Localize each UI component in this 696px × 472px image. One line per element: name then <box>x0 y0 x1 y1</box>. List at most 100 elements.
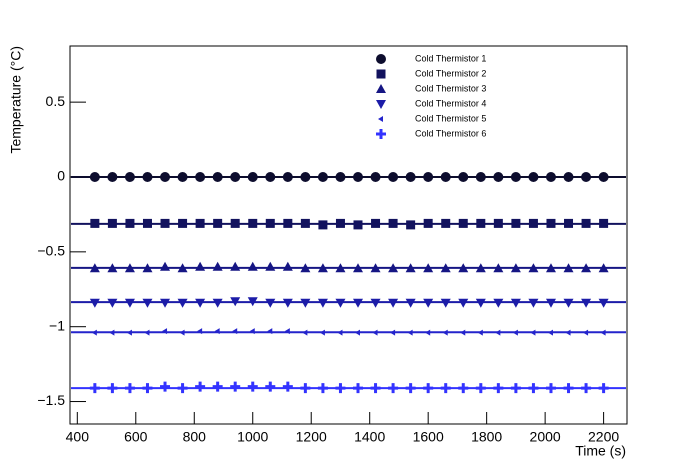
point <box>423 263 434 273</box>
point <box>370 383 381 394</box>
point <box>388 383 399 394</box>
point <box>125 218 135 228</box>
point <box>335 383 346 394</box>
point <box>563 171 574 182</box>
x-tick-label: 2000 <box>530 429 561 445</box>
legend-label: Cold Thermistor 1 <box>415 53 486 63</box>
plot-frame <box>69 45 628 425</box>
x-tick-label: 2200 <box>588 429 619 445</box>
point <box>423 218 433 228</box>
point <box>493 263 504 273</box>
point <box>249 328 255 335</box>
point <box>528 298 539 308</box>
point <box>371 218 381 228</box>
point <box>247 171 258 182</box>
point <box>353 383 364 394</box>
point <box>353 298 364 308</box>
point <box>493 298 504 308</box>
point <box>197 328 203 335</box>
point <box>564 218 574 228</box>
y-tick-label: −1.5 <box>37 392 65 408</box>
point <box>142 263 153 273</box>
y-axis-label: Temperature (°C) <box>8 46 24 154</box>
point <box>405 171 416 182</box>
point <box>460 329 466 336</box>
point <box>247 297 258 307</box>
point <box>212 298 223 308</box>
point <box>232 328 238 335</box>
point <box>124 383 135 394</box>
x-tick-label: 400 <box>66 429 90 445</box>
point <box>335 171 346 182</box>
point <box>177 263 188 273</box>
point <box>107 218 117 228</box>
point <box>546 218 556 228</box>
point <box>442 329 448 336</box>
point <box>388 218 398 228</box>
point <box>300 218 310 228</box>
point <box>267 328 273 335</box>
point <box>581 171 592 182</box>
x-tick-label: 1000 <box>237 429 268 445</box>
point <box>475 171 486 182</box>
point <box>230 218 240 228</box>
x-tick-label: 1800 <box>471 429 502 445</box>
point <box>318 220 328 230</box>
point <box>337 329 343 336</box>
point <box>353 171 364 182</box>
point <box>510 298 521 308</box>
point <box>475 263 486 273</box>
point <box>248 218 258 228</box>
x-tick-label: 600 <box>124 429 148 445</box>
point <box>528 263 539 273</box>
legend-label: Cold Thermistor 3 <box>415 83 486 93</box>
point <box>423 298 434 308</box>
point <box>388 298 399 308</box>
legend-label: Cold Thermistor 6 <box>415 128 486 138</box>
point <box>195 261 206 271</box>
point <box>581 383 592 394</box>
point <box>230 381 241 392</box>
point <box>282 261 293 271</box>
point <box>142 298 153 308</box>
point <box>440 383 451 394</box>
point <box>282 298 293 308</box>
point <box>581 263 592 273</box>
point <box>510 263 521 273</box>
point <box>177 383 188 394</box>
point <box>528 171 539 182</box>
legend-marker <box>376 129 386 139</box>
legend-marker <box>378 116 383 122</box>
point <box>107 383 118 394</box>
point <box>212 381 223 392</box>
point <box>510 383 521 394</box>
point <box>89 263 100 273</box>
point <box>89 298 100 308</box>
x-tick-label: 1200 <box>296 429 327 445</box>
point <box>458 263 469 273</box>
x-tick-label: 1400 <box>354 429 385 445</box>
point <box>282 381 293 392</box>
point <box>195 171 206 182</box>
point <box>458 383 469 394</box>
point <box>107 298 118 308</box>
point <box>388 171 399 182</box>
point <box>230 297 241 307</box>
point <box>89 171 100 182</box>
point <box>563 263 574 273</box>
point <box>265 218 275 228</box>
point <box>495 329 501 336</box>
point <box>599 218 609 228</box>
point <box>545 298 556 308</box>
point <box>195 381 206 392</box>
point <box>405 263 416 273</box>
legend-label: Cold Thermistor 5 <box>415 113 486 123</box>
point <box>212 261 223 271</box>
point <box>355 329 361 336</box>
y-tick-label: 0.5 <box>46 93 66 109</box>
point <box>300 383 311 394</box>
point <box>300 263 311 273</box>
point <box>600 329 606 336</box>
